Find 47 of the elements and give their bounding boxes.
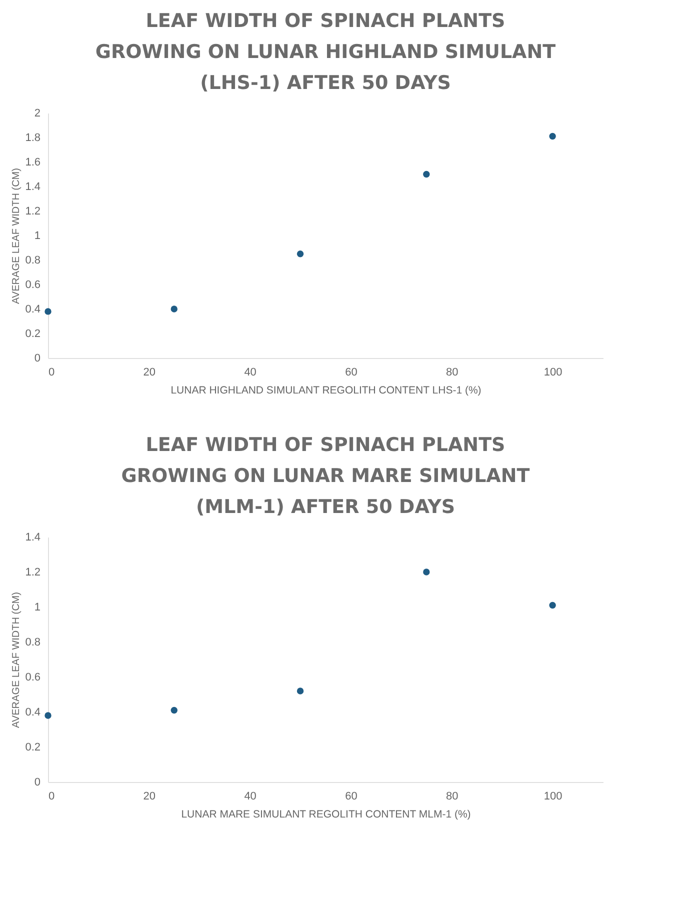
y-tick-label: 1.4	[25, 181, 40, 193]
y-tick-label: 0.4	[25, 706, 40, 718]
chart-title: LEAF WIDTH OF SPINACH PLANTS GROWING ON LUNAR HIGHLAND SIMULANT (LHS-1) AFTER 50 DAYS	[95, 10, 556, 94]
y-tick-label: 0.4	[25, 304, 40, 316]
y-tick-label: 1	[34, 602, 40, 614]
y-tick-label: 1.6	[25, 156, 40, 168]
point	[549, 132, 556, 140]
x-tick-label: 60	[345, 366, 358, 378]
y-tick-label: 1.8	[25, 132, 40, 144]
x-tick-label: 80	[446, 366, 458, 378]
y-tick-label: 0.8	[25, 636, 40, 648]
y-tick-label: 1.4	[25, 532, 40, 544]
point	[44, 712, 52, 719]
y-axis-title: AVERAGE LEAF WIDTH (CM)	[11, 592, 22, 728]
y-tick-label: 0	[34, 776, 40, 788]
x-axis-title: LUNAR HIGHLAND SIMULANT REGOLITH CONTENT LHS-1 (%)	[170, 384, 482, 396]
point	[44, 308, 52, 315]
point	[549, 602, 556, 609]
y-tick-label: 1	[34, 230, 40, 242]
chart-title: LEAF WIDTH OF SPINACH PLANTS GROWING ON LUNAR MARE SIMULANT (MLM-1) AFTER 50 DAYS	[121, 434, 530, 518]
point	[423, 170, 430, 178]
y-tick-label: 0.6	[25, 672, 40, 684]
x-tick-label: 100	[544, 366, 562, 378]
y-tick-label: 2	[34, 108, 40, 120]
x-tick-label: 60	[345, 790, 358, 802]
y-tick-label: 0.2	[25, 742, 40, 754]
point	[423, 568, 430, 576]
x-tick-label: 80	[446, 790, 458, 802]
point	[170, 306, 178, 312]
x-tick-label: 20	[143, 790, 156, 802]
y-tick-label: 1.2	[25, 206, 40, 218]
y-axis-title: AVERAGE LEAF WIDTH (CM)	[11, 168, 22, 304]
point	[296, 688, 304, 694]
x-tick-label: 40	[244, 790, 256, 802]
y-tick-label: 0.6	[25, 279, 40, 291]
y-tick-label: 0.8	[25, 254, 40, 266]
y-tick-label: 0.2	[25, 328, 40, 340]
y-tick-label: 1.2	[25, 566, 40, 578]
x-tick-label: 0	[48, 366, 55, 378]
point	[170, 706, 178, 714]
x-tick-label: 40	[244, 366, 256, 378]
point	[296, 250, 304, 258]
x-tick-label: 0	[48, 790, 55, 802]
x-tick-label: 20	[143, 366, 156, 378]
x-axis-title: LUNAR MARE SIMULANT REGOLITH CONTENT MLM-1 (%)	[181, 808, 471, 820]
y-tick-label: 0	[34, 352, 40, 364]
x-tick-label: 100	[544, 790, 562, 802]
